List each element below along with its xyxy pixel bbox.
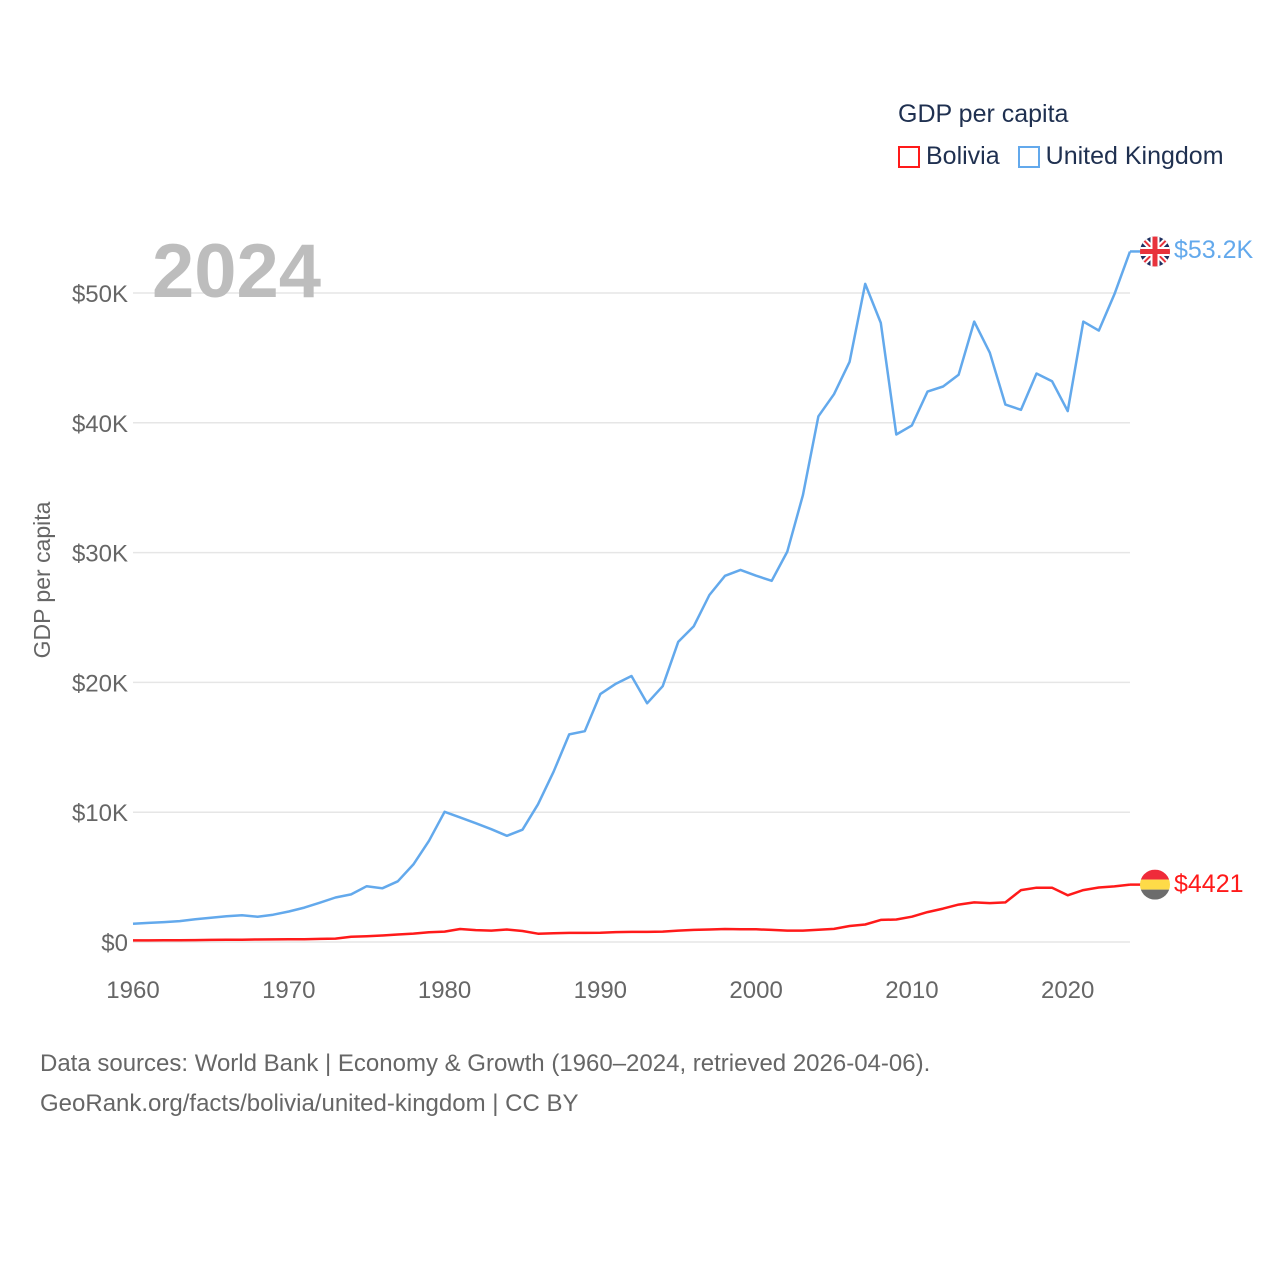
flag-cross-red [1140, 236, 1170, 267]
year-label: 2024 [152, 229, 322, 314]
x-tick-label: 1970 [262, 977, 315, 1004]
y-tick-label: $30K [72, 541, 128, 568]
flag-stripe-yellow [1140, 879, 1170, 890]
flag-stripe-bottom [1140, 889, 1170, 900]
legend-swatch-united-kingdom [1017, 145, 1040, 168]
footer-link[interactable]: GeoRank.org/facts/bolivia/united-kingdom… [40, 1090, 579, 1117]
legend-item-united-kingdom[interactable]: United Kingdom [1017, 142, 1224, 171]
series-lines [132, 251, 1132, 942]
end-label-united-kingdom: $53.2K [1174, 236, 1254, 265]
x-tick-label: 1960 [106, 977, 159, 1004]
bolivia-flag-body [1140, 869, 1170, 900]
legend-label-united-kingdom: United Kingdom [1045, 142, 1224, 170]
y-tick-label: $40K [72, 411, 128, 438]
y-axis-ticks: $0 $10K $20K $30K $40K $50K [72, 281, 128, 957]
series-line-bolivia [133, 883, 1131, 942]
y-tick-label: $50K [72, 281, 128, 308]
y-tick-label: $0 [101, 930, 128, 957]
legend-item-bolivia[interactable]: Bolivia [898, 142, 1000, 171]
y-tick-label: $20K [72, 670, 128, 697]
x-tick-label: 1980 [418, 977, 471, 1004]
y-tick-label: $10K [72, 800, 128, 827]
legend-title: GDP per capita [898, 100, 1069, 128]
end-flags [1130, 236, 1170, 900]
series-line-united-kingdom [132, 251, 1132, 926]
y-axis-title: GDP per capita [29, 501, 55, 658]
legend-label-bolivia: Bolivia [926, 142, 1000, 170]
legend: Bolivia United Kingdom [898, 142, 1224, 171]
x-tick-label: 2000 [729, 977, 782, 1004]
bolivia-flag-icon [1140, 869, 1170, 900]
end-label-bolivia: $4421 [1174, 869, 1244, 898]
x-tick-label: 2020 [1041, 977, 1094, 1004]
flag-stripe-red [1140, 869, 1170, 880]
footer: Data sources: World Bank | Economy & Gro… [40, 1044, 930, 1124]
footer-sources: Data sources: World Bank | Economy & Gro… [40, 1050, 931, 1077]
gridlines [133, 292, 1130, 943]
x-tick-label: 1990 [574, 977, 627, 1004]
uk-flag-body [1140, 236, 1170, 267]
x-axis-ticks: 1960 1970 1980 1990 2000 2010 2020 [106, 977, 1094, 1004]
uk-flag-icon [1140, 236, 1170, 267]
legend-swatch-bolivia [898, 145, 920, 168]
x-tick-label: 2010 [885, 977, 938, 1004]
